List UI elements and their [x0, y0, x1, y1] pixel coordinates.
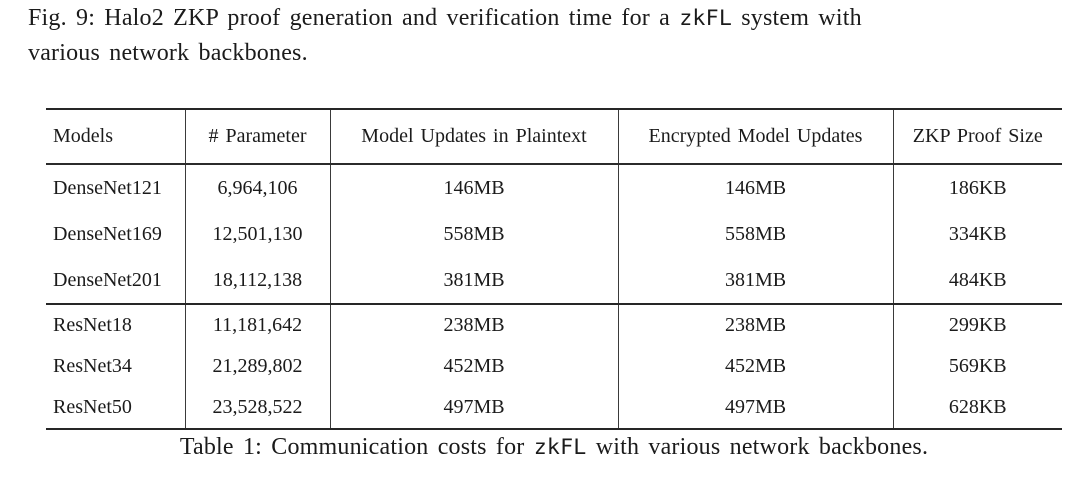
cell-plaintext-updates: 558MB: [329, 211, 618, 257]
cell-plaintext-updates: 238MB: [329, 304, 618, 346]
table-header-row: Models # Parameter Model Updates in Plai…: [46, 109, 1062, 164]
table-header: Models # Parameter Model Updates in Plai…: [46, 109, 1062, 164]
cell-plaintext-updates: 381MB: [329, 257, 618, 304]
table-caption-text: with various network backbones.: [586, 434, 929, 460]
header-encrypted-model-updates: Encrypted Model Updates: [617, 109, 893, 164]
table-body: DenseNet121 6,964,106 146MB 146MB 186KB …: [46, 164, 1062, 429]
cell-model: DenseNet169: [53, 222, 162, 245]
table-row-resnet50: ResNet50 23,528,522 497MB 497MB 628KB: [46, 387, 1062, 429]
figure-9-caption: Fig. 9: Halo2 ZKP proof generation and v…: [28, 1, 1078, 70]
header-model-updates-plaintext: Model Updates in Plaintext: [329, 109, 618, 164]
cell-zkp-proof-size: 569KB: [892, 346, 1062, 387]
cell-plaintext-updates: 146MB: [329, 164, 618, 211]
cell-plaintext-updates: 452MB: [329, 346, 618, 387]
cell-encrypted-updates: 497MB: [617, 387, 893, 429]
cell-encrypted-updates: 381MB: [617, 257, 893, 304]
cell-model: ResNet50: [53, 396, 132, 418]
cell-zkp-proof-size: 628KB: [892, 387, 1062, 429]
cell-parameters: 12,501,130: [184, 211, 330, 257]
cell-plaintext-updates: 497MB: [329, 387, 618, 429]
table-row-densenet201: DenseNet201 18,112,138 381MB 381MB 484KB: [46, 257, 1062, 304]
table-caption-text: Table 1: Communication costs for: [179, 434, 534, 460]
cell-model: DenseNet121: [53, 176, 162, 199]
figure-caption-text: Fig. 9: Halo2 ZKP proof generation and v…: [28, 5, 680, 31]
header-num-parameter: # Parameter: [184, 109, 330, 164]
zkfl-code-text: zkFL: [533, 435, 587, 460]
cell-encrypted-updates: 238MB: [617, 304, 893, 346]
header-zkp-proof-size: ZKP Proof Size: [892, 109, 1062, 164]
cell-parameters: 6,964,106: [184, 164, 330, 211]
cell-zkp-proof-size: 334KB: [892, 211, 1062, 257]
figure-caption-text: various network backbones.: [28, 40, 308, 66]
figure-caption-text: system with: [732, 5, 862, 31]
table-row-densenet169: DenseNet169 12,501,130 558MB 558MB 334KB: [46, 211, 1062, 257]
table-row-densenet121: DenseNet121 6,964,106 146MB 146MB 186KB: [46, 164, 1062, 211]
cell-model: ResNet18: [53, 314, 132, 336]
zkfl-code-text: zkFL: [679, 6, 733, 31]
table-row-resnet34: ResNet34 21,289,802 452MB 452MB 569KB: [46, 346, 1062, 387]
cell-zkp-proof-size: 484KB: [892, 257, 1062, 304]
cell-parameters: 11,181,642: [184, 304, 330, 346]
header-models: Models: [53, 125, 113, 147]
cell-zkp-proof-size: 186KB: [892, 164, 1062, 211]
cell-model: DenseNet201: [53, 268, 162, 291]
cell-encrypted-updates: 452MB: [617, 346, 893, 387]
table-1-caption: Table 1: Communication costs for zkFL wi…: [46, 431, 1062, 464]
cell-encrypted-updates: 146MB: [617, 164, 893, 211]
cell-encrypted-updates: 558MB: [617, 211, 893, 257]
cell-model: ResNet34: [53, 355, 132, 377]
table-row-resnet18: ResNet18 11,181,642 238MB 238MB 299KB: [46, 304, 1062, 346]
cell-parameters: 18,112,138: [184, 257, 330, 304]
communication-costs-table: Models # Parameter Model Updates in Plai…: [46, 108, 1062, 430]
cell-zkp-proof-size: 299KB: [892, 304, 1062, 346]
cell-parameters: 23,528,522: [184, 387, 330, 429]
cell-parameters: 21,289,802: [184, 346, 330, 387]
